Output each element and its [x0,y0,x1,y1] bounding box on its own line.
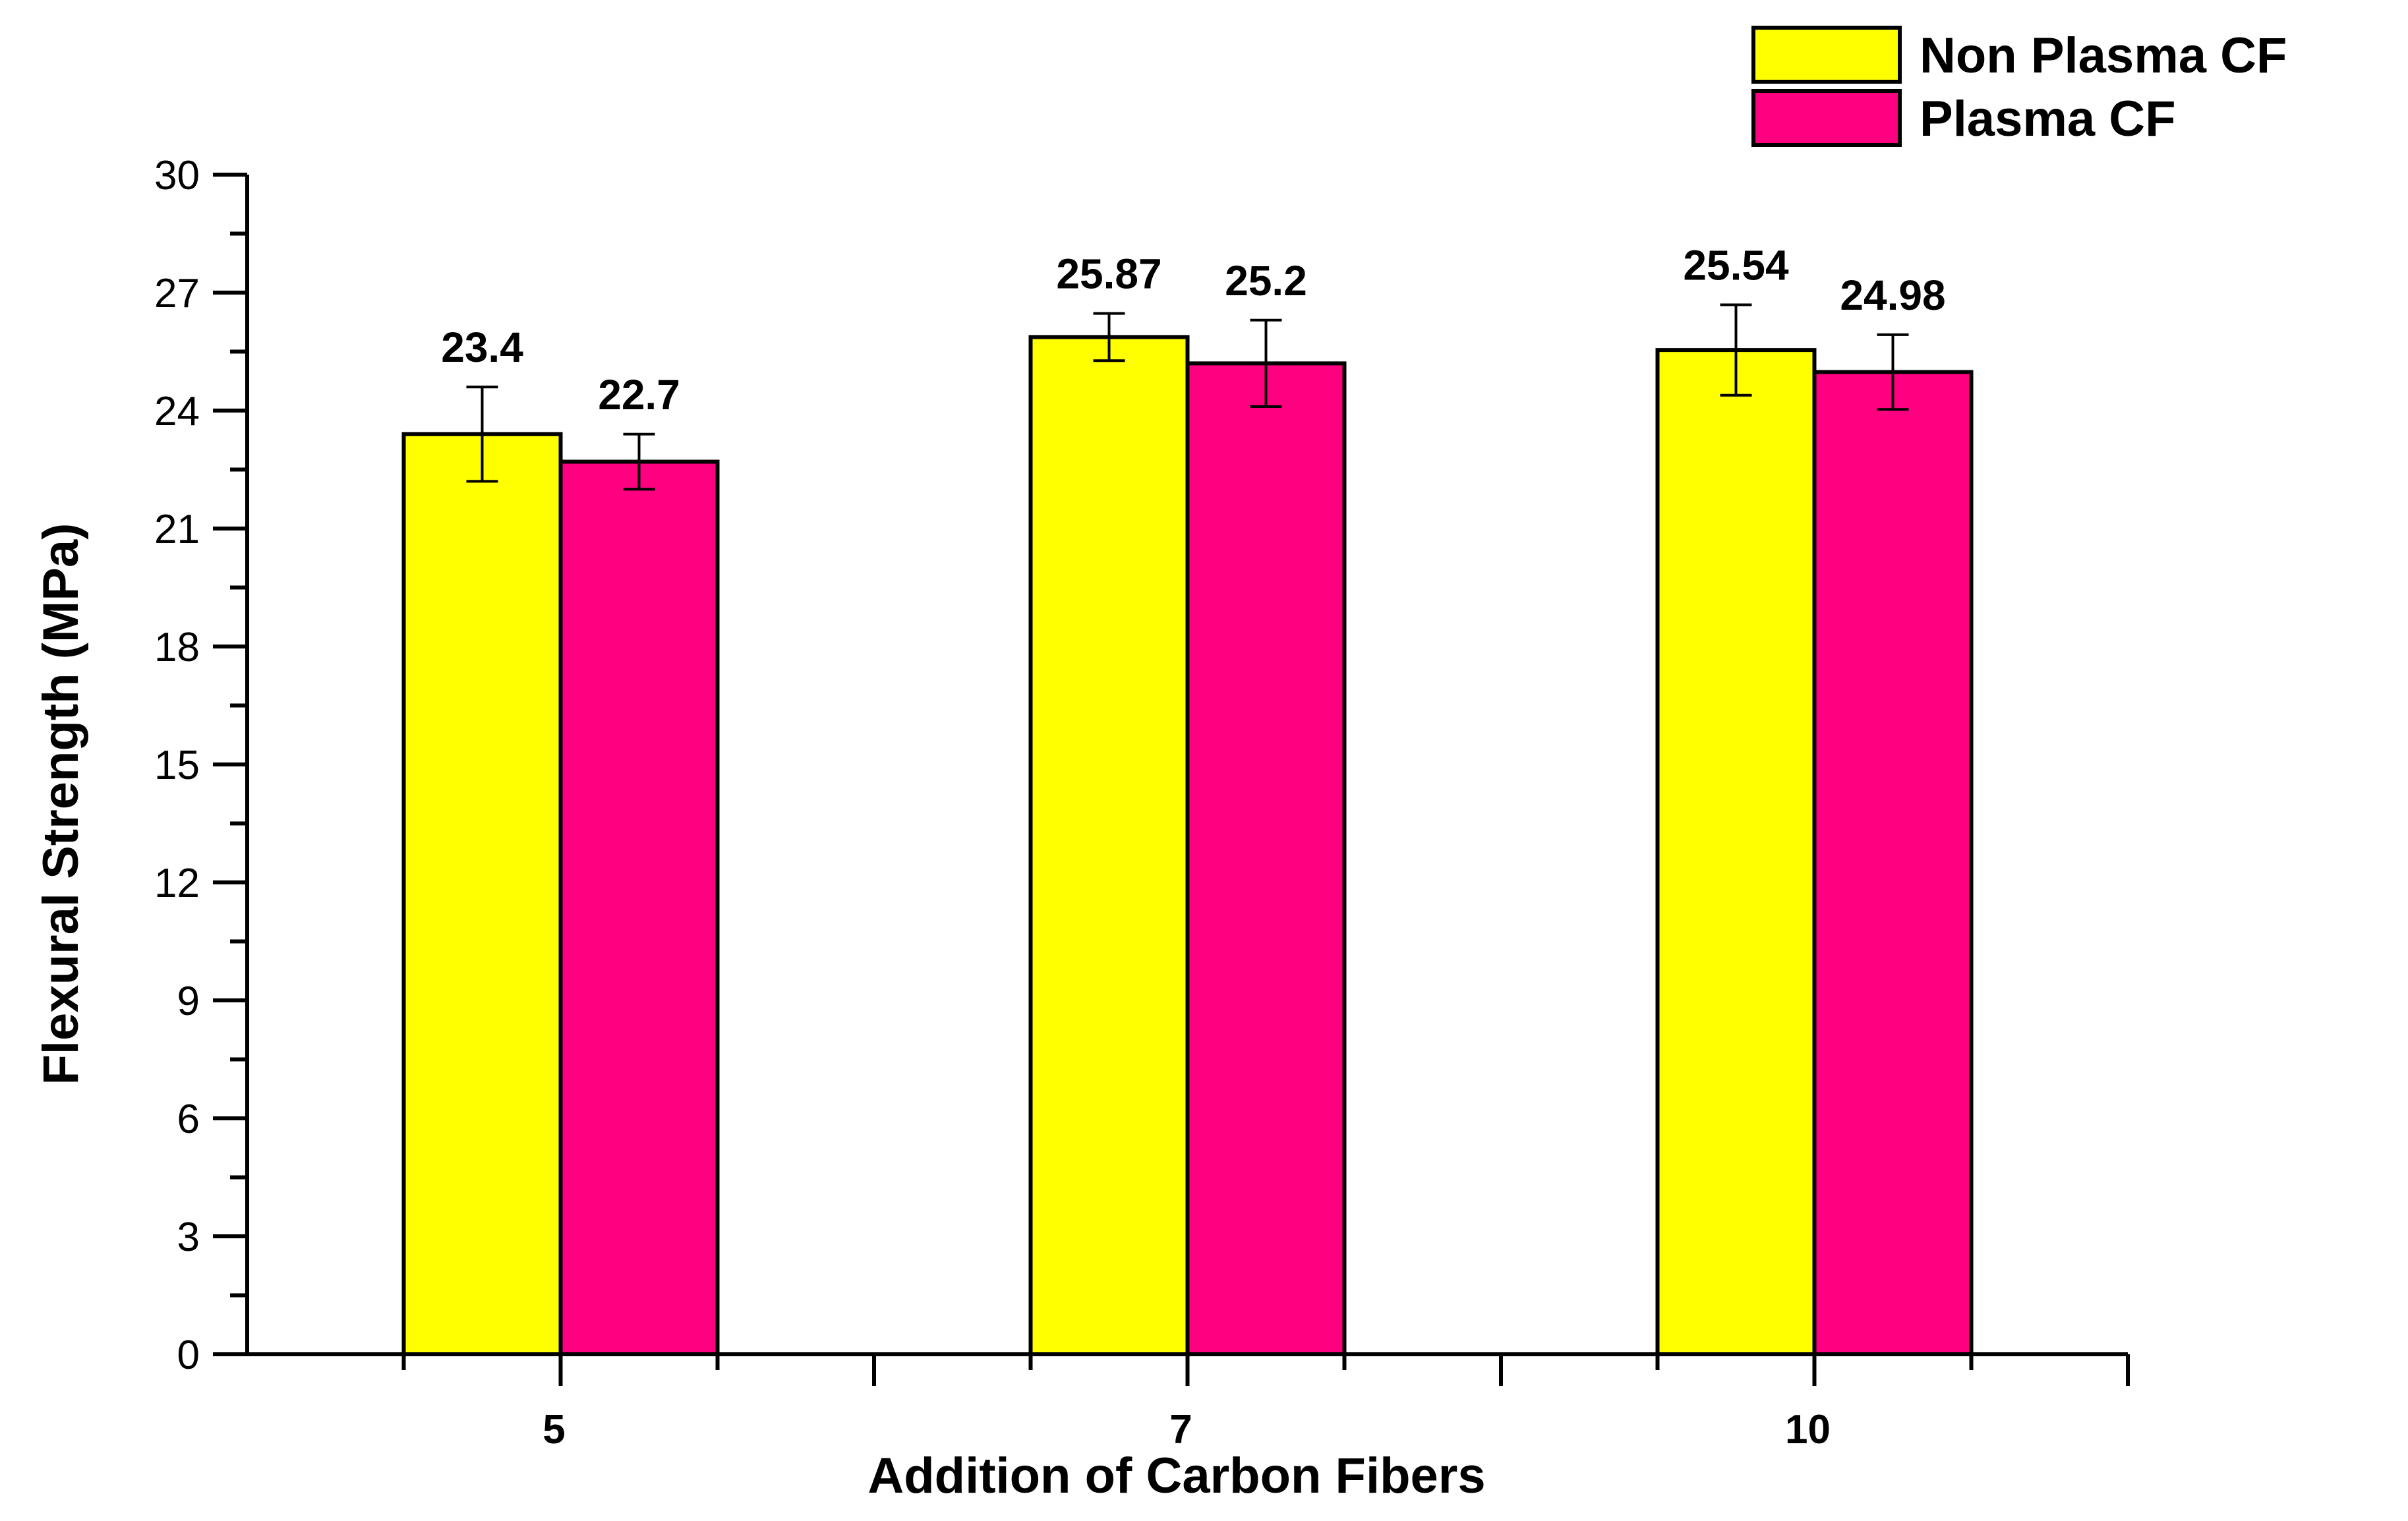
y-tick-label: 12 [154,861,200,906]
data-label: 25.87 [1056,250,1161,298]
error-bars [466,303,1909,491]
bar [1655,348,1817,1357]
y-tick-label: 21 [154,507,200,552]
x-axis-title: Addition of Carbon Fibers [867,1448,1485,1504]
legend-entry: Plasma CF [1920,91,2176,147]
data-label: 23.4 [441,324,523,371]
legend-swatch [1751,89,1902,147]
bar [558,459,720,1356]
data-label: 25.54 [1683,241,1789,289]
data-label: 22.7 [598,371,680,418]
y-tick-label: 24 [154,389,200,434]
y-tick-label: 15 [154,743,200,788]
y-tick-label: 0 [177,1333,200,1378]
x-tick-label: 10 [1785,1407,1831,1452]
y-tick-label: 30 [154,153,200,198]
bar [1028,335,1190,1356]
y-tick-label: 3 [177,1215,200,1260]
y-axis-title: Flexural Strength (MPa) [33,523,89,1085]
bars [401,335,1974,1357]
y-tick-label: 27 [154,271,200,316]
bar [401,432,563,1356]
legend-swatch [1751,26,1902,84]
legend: Non Plasma CF Plasma CF [1751,26,2287,147]
data-label: 25.2 [1225,257,1307,304]
bar [1185,361,1347,1356]
legend-entry: Non Plasma CF [1920,28,2287,84]
x-tick-label: 5 [543,1407,565,1452]
y-tick-label: 9 [177,979,200,1024]
data-labels: 23.4 25.87 25.54 22.7 25.2 24.98 [441,241,1945,418]
y-tick-label: 6 [177,1097,200,1142]
bar [1812,370,1974,1357]
x-tick-label: 7 [1169,1407,1192,1452]
y-tick-label: 18 [154,625,200,670]
data-label: 24.98 [1840,272,1945,319]
